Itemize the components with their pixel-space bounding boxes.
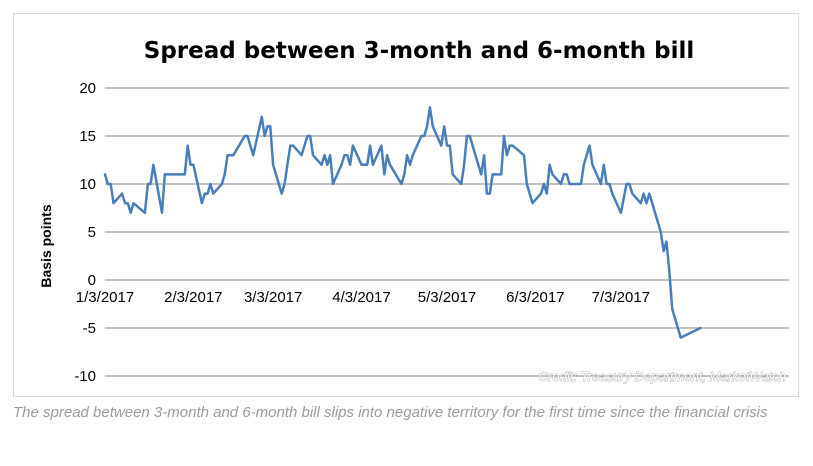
figure-caption: The spread between 3-month and 6-month b… <box>13 404 768 421</box>
y-tick-label: 20 <box>79 80 96 97</box>
y-tick-label: -10 <box>74 368 96 385</box>
x-tick-label: 3/3/2017 <box>244 289 302 306</box>
gridlines <box>105 87 789 377</box>
x-axis-ticks: 1/3/2017 2/3/2017 3/3/2017 4/3/2017 5/3/2017… <box>76 289 650 306</box>
y-axis-label: Basis points <box>38 204 54 287</box>
series-line <box>103 105 702 339</box>
y-tick-label: 15 <box>79 128 96 145</box>
y-tick-label: 5 <box>88 224 96 241</box>
y-tick-label: 10 <box>79 176 96 193</box>
y-axis-ticks: 20 15 10 5 0 -5 -10 <box>74 80 96 385</box>
x-tick-label: 1/3/2017 <box>76 289 134 306</box>
x-tick-label: 2/3/2017 <box>164 289 222 306</box>
y-tick-label: -5 <box>83 320 96 337</box>
chart-frame: 20 15 10 5 0 -5 -10 1/3/2017 2/3/2017 3/3/2017 4/… <box>13 13 799 397</box>
x-tick-label: 7/3/2017 <box>592 289 650 306</box>
x-tick-label: 5/3/2017 <box>418 289 476 306</box>
y-tick-label: 0 <box>88 272 96 289</box>
credit-text: Credit: Treasury Department, MarketWatch <box>539 369 786 384</box>
chart-title: Spread between 3-month and 6-month bill <box>144 38 694 64</box>
x-tick-label: 6/3/2017 <box>506 289 564 306</box>
line-chart: 20 15 10 5 0 -5 -10 1/3/2017 2/3/2017 3/3/2017 4/… <box>38 38 789 385</box>
x-tick-label: 4/3/2017 <box>332 289 390 306</box>
